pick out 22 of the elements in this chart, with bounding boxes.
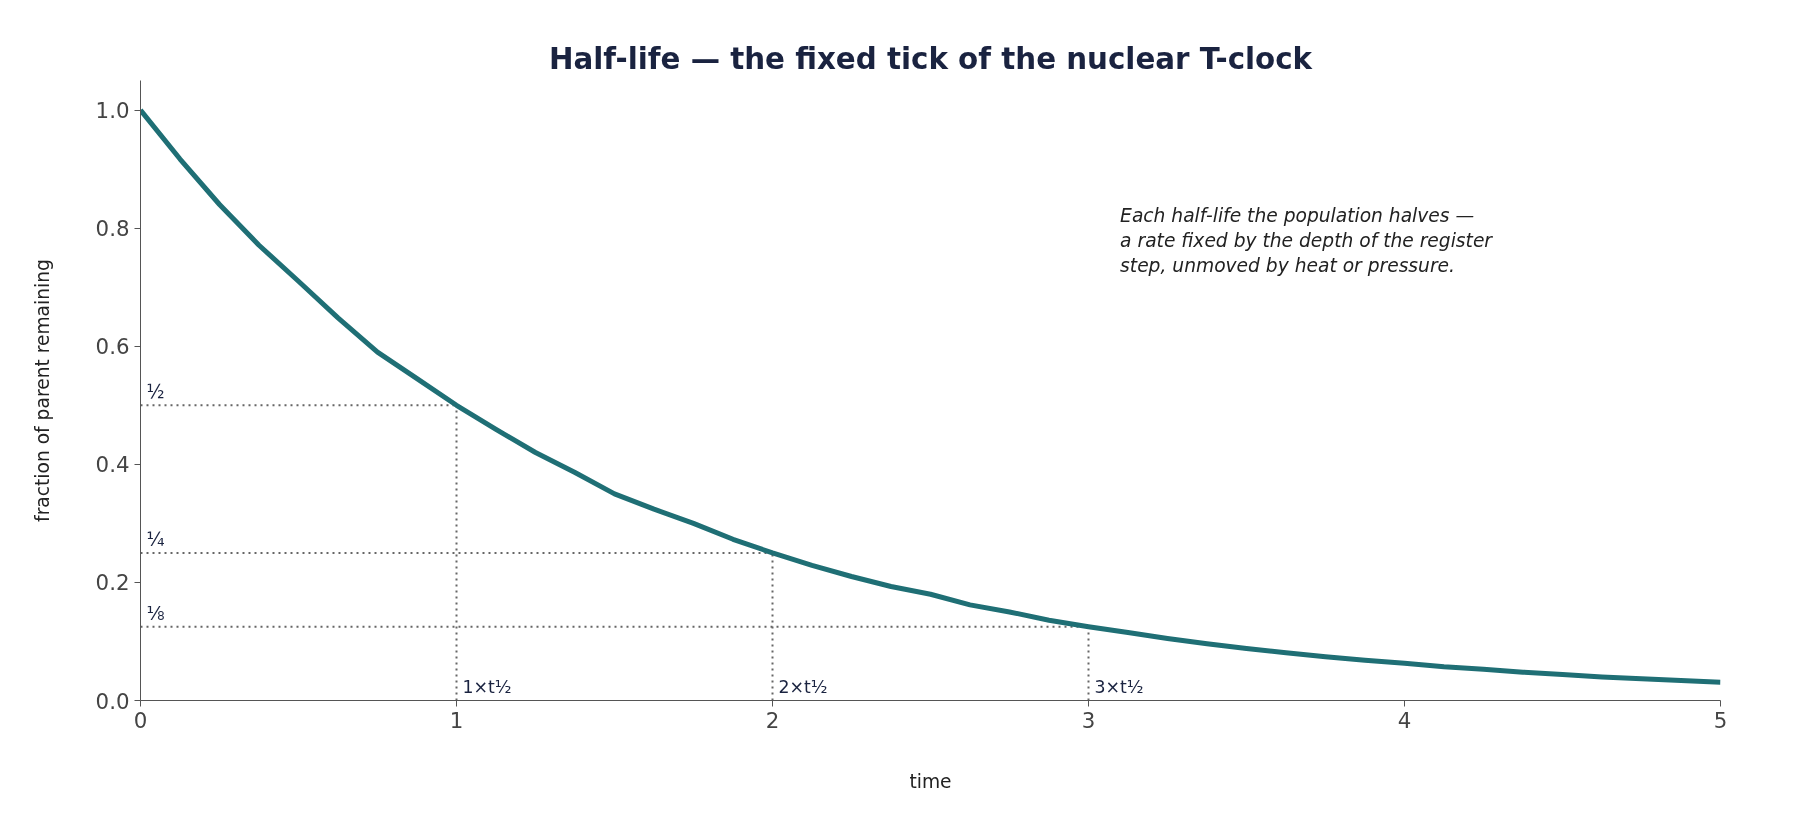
y-axis-title: fraction of parent remaining xyxy=(31,259,53,522)
ref-line-label: ¼ xyxy=(146,528,165,550)
annotation: Each half-life the population halves — a rate fixed by the depth of the register step, unmoved by heat or pressure. xyxy=(1120,204,1494,276)
ref-line-label: 1×t½ xyxy=(462,676,512,697)
ref-line-label: ⅛ xyxy=(146,602,165,624)
y-tick-label: 0.6 xyxy=(95,334,130,360)
x-tick-label: 1 xyxy=(449,707,464,733)
ref-line-label: 3×t½ xyxy=(1094,676,1144,697)
chart-title: Half-life — the fixed tick of the nuclear T-clock xyxy=(548,41,1314,76)
x-axis-title: time xyxy=(909,770,952,792)
x-tick-label: 5 xyxy=(1713,707,1728,733)
y-tick-label: 0.4 xyxy=(95,452,130,478)
x-tick-label: 3 xyxy=(1081,707,1096,733)
y-tick-label: 0.0 xyxy=(95,688,130,714)
y-tick-label: 0.2 xyxy=(95,570,130,596)
x-tick-label: 0 xyxy=(133,707,148,733)
x-tick-label: 2 xyxy=(765,707,780,733)
ref-line-label: ½ xyxy=(146,381,165,403)
y-tick-label: 0.8 xyxy=(95,216,130,242)
x-tick-label: 4 xyxy=(1397,707,1412,733)
ref-line-label: 2×t½ xyxy=(778,676,828,697)
y-tick-label: 1.0 xyxy=(95,98,130,124)
